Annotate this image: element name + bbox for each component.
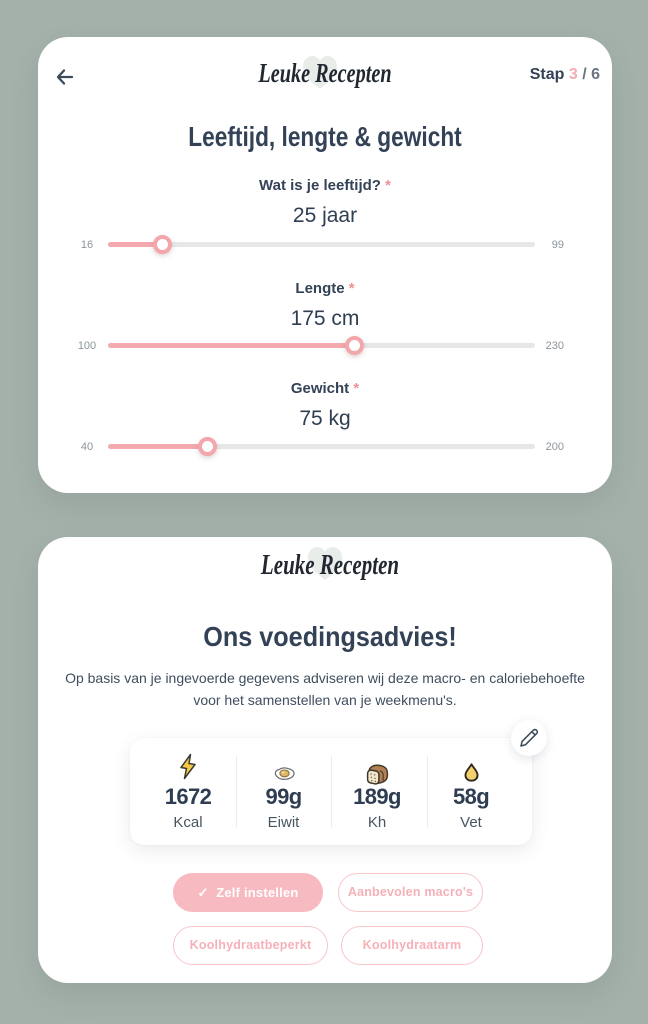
svg-text:Leuke Recepten: Leuke Recepten bbox=[260, 550, 399, 581]
svg-text:Leuke Recepten: Leuke Recepten bbox=[258, 59, 392, 88]
